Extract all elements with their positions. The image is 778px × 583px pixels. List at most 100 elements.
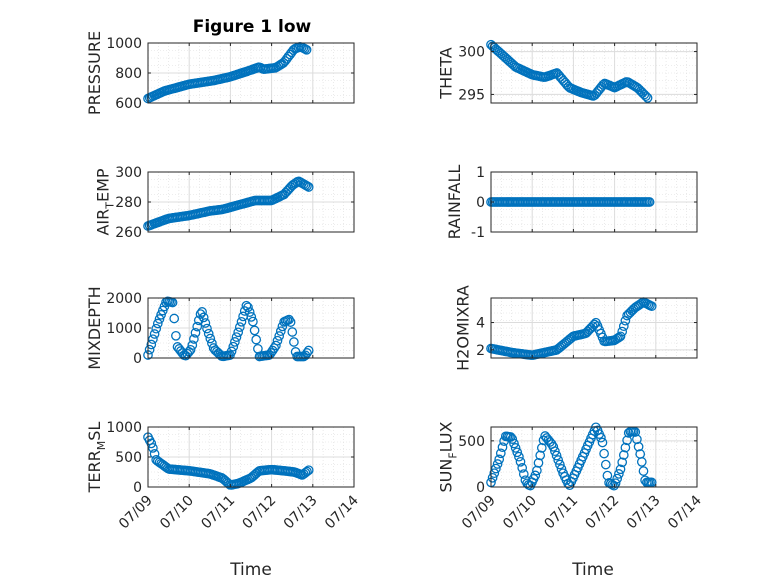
subplot-sun-flux: 0 500 07/09 07/10 07/11 07/12 07/13 07/14 SUNFLU…: [437, 421, 705, 532]
axes-box: [490, 42, 698, 104]
y-axis-label-subscript: F: [447, 452, 460, 458]
data-point: [276, 59, 287, 69]
data-point: [249, 325, 260, 336]
y-axis-label: TERRMSL: [85, 422, 108, 494]
y-axis-label-subscript: T: [104, 202, 117, 210]
data-point: [507, 434, 518, 444]
data-point: [193, 315, 204, 326]
x-tick-label: 07/13: [281, 493, 321, 533]
data-point: [615, 331, 626, 342]
data-point: [187, 340, 198, 351]
data-point: [602, 470, 613, 481]
data-point: [497, 442, 508, 453]
data-point: [267, 345, 278, 356]
y-tick-label: 0: [133, 480, 142, 496]
y-tick-label: 500: [115, 450, 142, 466]
subplot-terr-msl: 0 500 1000 07/09 07/10 07/11 07/12 07/13 07/14 TE…: [85, 420, 362, 532]
data-point: [251, 334, 262, 345]
y-tick-label: 300: [115, 165, 142, 181]
x-tick-label: 07/14: [665, 492, 705, 532]
x-tick-label: 07/11: [541, 493, 581, 533]
x-tick-label: 07/12: [240, 493, 280, 533]
x-tick-label: 07/12: [583, 493, 623, 533]
data-point: [636, 457, 647, 467]
data-point: [492, 459, 503, 469]
data-point: [200, 318, 211, 328]
y-axis-label: PRESSURE: [85, 31, 104, 115]
data-point: [266, 348, 276, 358]
y-axis-label: RAINFALL: [445, 165, 464, 240]
data-point: [494, 454, 505, 465]
data-point: [518, 469, 529, 479]
data-point: [274, 331, 285, 341]
data-point: [231, 332, 242, 342]
data-point: [489, 468, 500, 479]
data-point: [548, 441, 559, 452]
y-axis-label-rest: EMP: [94, 168, 113, 202]
y-tick-label: 1: [476, 165, 485, 181]
data-point: [203, 328, 214, 339]
y-tick-label: 280: [115, 195, 142, 211]
data-point: [275, 326, 286, 337]
data-point: [146, 438, 157, 449]
data-point: [303, 465, 314, 476]
data-point: [614, 469, 624, 479]
data-point: [146, 339, 157, 350]
data-point: [644, 197, 655, 207]
y-tick-label: 0: [133, 351, 142, 367]
data-point: [228, 341, 239, 352]
data-point: [612, 473, 623, 484]
y-tick-label: 260: [115, 225, 142, 241]
data-point: [622, 435, 632, 446]
data-point: [509, 438, 519, 449]
data-point: [597, 437, 608, 448]
data-point: [599, 448, 609, 459]
data-point: [584, 324, 595, 335]
data-point: [248, 316, 258, 327]
data-point: [495, 448, 506, 459]
data-point: [185, 344, 196, 355]
y-tick-label: 800: [115, 66, 142, 82]
data-point: [615, 464, 626, 475]
data-point: [617, 326, 628, 337]
data-point: [152, 318, 163, 329]
data-point: [625, 307, 636, 318]
data-point: [157, 305, 168, 316]
data-point: [149, 329, 160, 339]
data-point: [236, 316, 247, 327]
y-tick-label: 300: [458, 45, 485, 61]
data-point: [192, 321, 203, 332]
x-tick-label: 07/13: [624, 493, 664, 533]
axes-box: [490, 297, 698, 359]
data-point: [301, 44, 312, 55]
data-point: [623, 309, 634, 319]
data-point: [637, 88, 648, 98]
data-point: [154, 314, 165, 324]
data-point: [535, 450, 546, 461]
data-point: [189, 334, 199, 344]
y-axis-label: MIXDEPTH: [85, 286, 104, 369]
y-tick-label: 2: [476, 343, 485, 359]
axes-box: [490, 426, 698, 488]
data-point: [198, 312, 209, 323]
data-point: [512, 447, 523, 458]
data-point: [289, 337, 299, 347]
y-tick-label: 4: [476, 316, 485, 332]
y-axis-label-rest: LUX: [437, 421, 456, 452]
y-axis-label: THETA: [437, 47, 456, 99]
data-point: [515, 456, 526, 467]
y-tick-label: 295: [458, 87, 485, 103]
data-point: [197, 307, 207, 317]
data-point: [148, 334, 158, 345]
data-point: [638, 466, 649, 476]
data-point: [234, 322, 245, 332]
data-point: [159, 301, 170, 312]
data-point: [553, 455, 564, 465]
y-axis-label-subscript: M: [95, 441, 108, 451]
data-point: [233, 327, 244, 338]
data-point: [226, 346, 237, 357]
y-axis-label: H2OMIXRA: [454, 285, 473, 371]
